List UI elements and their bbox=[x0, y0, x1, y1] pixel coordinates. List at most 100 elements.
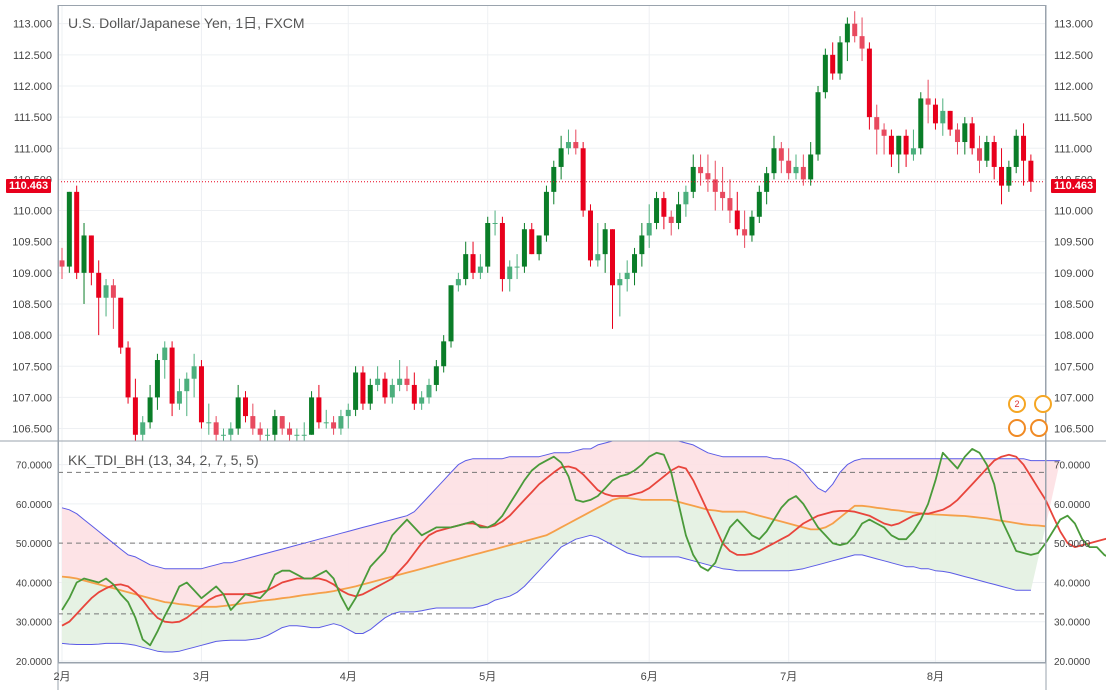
time-tick-label: 8月 bbox=[927, 671, 944, 683]
candle-body bbox=[800, 166, 806, 180]
candle-body bbox=[419, 397, 425, 404]
price-tick-label-left: 112.500 bbox=[13, 50, 52, 62]
candle-body bbox=[59, 260, 65, 267]
price-tick-label-left: 106.500 bbox=[12, 424, 52, 436]
candle-body bbox=[198, 366, 204, 423]
time-tick-label: 5月 bbox=[479, 671, 496, 683]
price-tick-label-right: 108.000 bbox=[1054, 330, 1094, 342]
candle-body bbox=[147, 397, 153, 423]
candle-body bbox=[815, 92, 821, 155]
candle-body bbox=[279, 416, 285, 429]
indicator-series-lower_band bbox=[61, 534, 1031, 653]
candle-body bbox=[690, 166, 696, 192]
candle-body bbox=[162, 347, 168, 361]
indicator-tick-label-right: 40.0000 bbox=[1054, 578, 1091, 589]
candle-body bbox=[720, 191, 726, 199]
candle-body bbox=[543, 191, 549, 236]
us-flag-event-icon[interactable] bbox=[1008, 419, 1026, 437]
candle-body bbox=[228, 428, 234, 435]
candle-body bbox=[411, 384, 417, 404]
candle-body bbox=[756, 191, 762, 217]
candle-body bbox=[338, 416, 344, 429]
price-tick-label-right: 111.500 bbox=[1054, 112, 1092, 124]
price-tick-label-left: 111.000 bbox=[14, 143, 52, 155]
last-price-left-tag: 110.463 bbox=[6, 179, 52, 193]
candle-body bbox=[602, 229, 608, 255]
candle-body bbox=[742, 229, 748, 236]
candle-body bbox=[375, 378, 381, 385]
candle-body bbox=[287, 428, 293, 435]
candle-body bbox=[441, 341, 447, 367]
candle-body bbox=[822, 54, 828, 93]
last-price-right-tag[interactable]: 110.463 bbox=[1051, 179, 1097, 193]
candle-body bbox=[859, 36, 865, 49]
candle-body bbox=[309, 397, 315, 435]
candle-body bbox=[639, 235, 645, 255]
indicator-series-midline bbox=[61, 497, 1046, 608]
candle-body bbox=[903, 135, 909, 155]
candle-body bbox=[977, 148, 982, 161]
candle-body bbox=[426, 384, 432, 398]
time-tick-label: 7月 bbox=[780, 671, 797, 683]
candle-body bbox=[852, 23, 858, 37]
candle-body bbox=[661, 198, 667, 217]
candle-body bbox=[220, 434, 226, 436]
candle-body bbox=[969, 123, 975, 149]
candle-body bbox=[81, 235, 87, 273]
candle-body bbox=[103, 285, 109, 298]
candle-body bbox=[888, 135, 894, 155]
us-flag-event-icon-2[interactable] bbox=[1030, 419, 1048, 437]
candle-body bbox=[176, 391, 182, 404]
candle-body bbox=[265, 434, 271, 436]
candle-body bbox=[632, 254, 638, 273]
candle-body bbox=[962, 123, 968, 143]
candle-body bbox=[66, 191, 72, 267]
price-tick-label-left: 109.000 bbox=[12, 268, 52, 280]
indicator-tick-label-left: 70.0000 bbox=[16, 461, 53, 472]
candle-body bbox=[793, 166, 799, 174]
candle-body bbox=[110, 285, 116, 298]
candle-body bbox=[668, 216, 674, 223]
candle-body bbox=[1028, 160, 1034, 182]
price-tick-label-left: 107.000 bbox=[12, 392, 52, 404]
candle-body bbox=[492, 223, 498, 224]
candle-body bbox=[595, 254, 601, 261]
candle-body bbox=[874, 117, 880, 130]
price-tick-label-right: 112.000 bbox=[1054, 81, 1093, 93]
candle-body bbox=[1021, 135, 1027, 161]
price-tick-label-left: 112.000 bbox=[13, 81, 52, 93]
candle-body bbox=[764, 173, 770, 192]
time-tick-label: 6月 bbox=[641, 671, 658, 683]
indicator-tick-label-left: 50.0000 bbox=[16, 539, 53, 550]
candle-body bbox=[778, 148, 784, 161]
candle-body bbox=[1006, 166, 1012, 186]
candle-body bbox=[316, 397, 322, 423]
main-chart-title: U.S. Dollar/Japanese Yen, 1日, FXCM bbox=[68, 15, 305, 31]
candle-body bbox=[96, 272, 102, 298]
indicator-tick-label-right: 50.0000 bbox=[1054, 539, 1091, 550]
candle-body bbox=[455, 279, 461, 286]
time-tick-label: 4月 bbox=[340, 671, 357, 683]
candle-body bbox=[323, 422, 329, 424]
event-badge-icon[interactable]: 2 bbox=[1008, 395, 1026, 413]
candle-body bbox=[551, 166, 557, 192]
candle-body bbox=[367, 384, 373, 404]
candle-body bbox=[397, 378, 403, 385]
indicator-tick-label-left: 30.0000 bbox=[16, 618, 53, 629]
price-tick-label-right: 113.000 bbox=[1054, 19, 1093, 31]
candle-body bbox=[485, 223, 491, 267]
candle-body bbox=[786, 160, 792, 174]
candle-body bbox=[331, 422, 337, 429]
price-tick-label-right: 108.500 bbox=[1054, 299, 1094, 311]
upper-band-fill bbox=[62, 441, 1061, 607]
candle-body bbox=[896, 135, 902, 155]
event-badge-icon-2[interactable] bbox=[1034, 395, 1052, 413]
candle-body bbox=[712, 179, 718, 192]
candle-body bbox=[830, 54, 836, 74]
price-tick-label-left: 107.500 bbox=[12, 361, 52, 373]
candle-body bbox=[470, 254, 476, 273]
price-tick-label-left: 113.000 bbox=[13, 19, 52, 31]
candle-body bbox=[433, 366, 439, 385]
